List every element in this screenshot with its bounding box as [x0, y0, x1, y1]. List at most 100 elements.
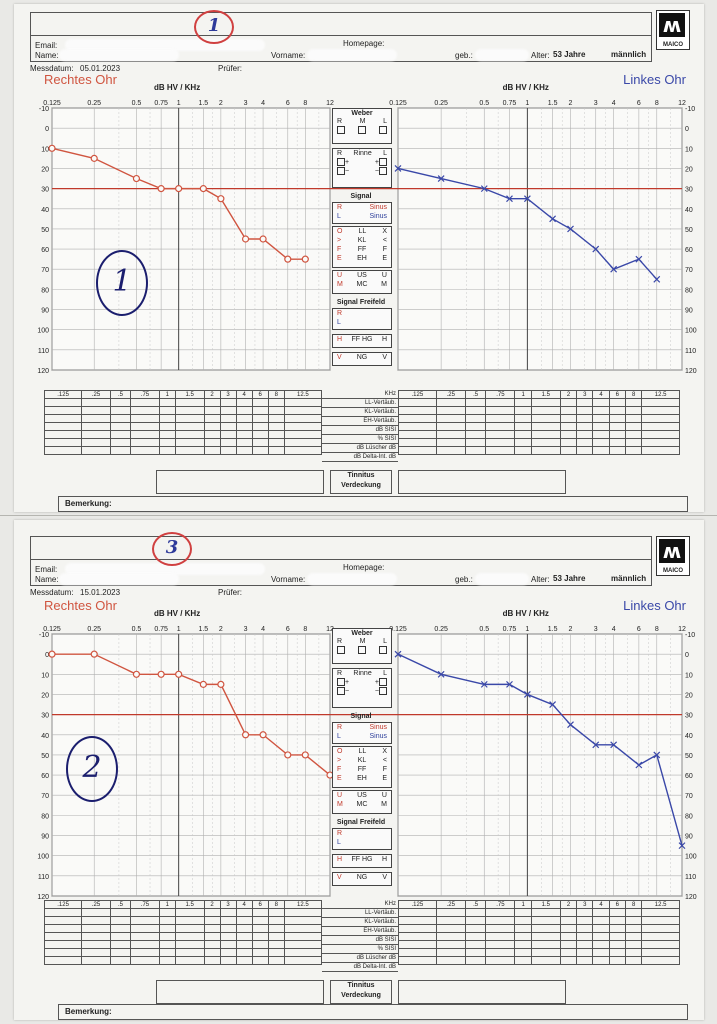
x-tick-label: 3 [594, 100, 598, 107]
table-cell [81, 916, 111, 925]
freifeld-title: Signal Freifeld [336, 299, 386, 306]
homepage-label: Homepage: [343, 39, 385, 48]
table-cell [109, 406, 132, 415]
messdatum-label: Messdatum: [30, 588, 74, 597]
table-cell [81, 422, 111, 431]
table-cell [624, 422, 643, 431]
table-cell [559, 932, 578, 941]
table-cell [283, 446, 323, 455]
table-cell [158, 422, 176, 431]
table-cell [559, 924, 578, 933]
x-tick-label: 0.5 [132, 626, 142, 633]
y-tick-label: 100 [685, 328, 697, 335]
table-cell [514, 430, 532, 439]
table-cell [576, 422, 594, 431]
table-cell [608, 406, 626, 415]
axis-unit-label: dB HV / KHz [154, 609, 200, 618]
y-tick-label: 30 [41, 187, 49, 194]
table-cell [251, 414, 269, 423]
data-point-right-ear [199, 185, 207, 193]
table-cell [130, 430, 160, 439]
redacted-vorname [307, 573, 397, 585]
table-cell [641, 446, 680, 455]
redacted-vorname [307, 49, 397, 61]
data-point-right-ear [132, 174, 141, 183]
y-tick-label: 40 [685, 207, 693, 214]
table-cell [43, 940, 83, 949]
x-tick-label: 0.5 [479, 100, 489, 107]
table-cell [81, 924, 111, 933]
data-point-right-ear [199, 680, 207, 688]
bemerkung-field: Bemerkung: [58, 1004, 688, 1020]
table-cell [608, 916, 626, 925]
messdatum-label: Messdatum: [30, 64, 74, 73]
y-tick-label: 20 [685, 692, 693, 699]
table-cell [559, 940, 578, 949]
table-cell [592, 406, 610, 415]
table-cell [130, 940, 160, 949]
table-freq-cell: .5 [109, 900, 132, 909]
x-tick-label: 3 [244, 626, 248, 633]
table-cell [530, 406, 561, 415]
x-tick-label: 0.75 [503, 100, 517, 107]
table-cell [267, 422, 285, 431]
y-tick-label: 60 [685, 247, 693, 254]
table-cell [251, 932, 269, 941]
table-cell [485, 438, 516, 447]
name-label: Name: [35, 51, 59, 60]
y-tick-label: 50 [685, 227, 693, 234]
table-cell [398, 406, 437, 415]
table-cell [251, 398, 269, 407]
table-cell [43, 956, 83, 965]
table-cell [219, 924, 237, 933]
data-point-left-ear [567, 225, 574, 233]
table-freq-cell: 1.5 [530, 900, 561, 909]
table-freq-cell: 8 [267, 900, 285, 909]
y-tick-label: 0 [45, 652, 49, 659]
table-cell [219, 940, 237, 949]
left-ear-title: Linkes Ohr [623, 72, 687, 87]
table-cell [608, 430, 626, 439]
y-tick-label: 20 [41, 692, 49, 699]
table-cell [464, 406, 487, 415]
data-point-left-ear [480, 185, 488, 193]
table-cell [43, 430, 83, 439]
table-cell [398, 948, 437, 957]
table-cell [514, 924, 532, 933]
table-cell [235, 430, 253, 439]
data-point-right-ear [284, 751, 292, 759]
y-tick-label: 70 [685, 793, 693, 800]
legend-box-b: U US U M MC M [332, 270, 392, 294]
table-cell [251, 956, 269, 965]
table-cell [559, 430, 578, 439]
data-point-right-ear [48, 650, 56, 658]
x-tick-label: 4 [261, 626, 265, 633]
table-cell [435, 956, 466, 965]
table-cell [464, 932, 487, 941]
table-cell [203, 940, 221, 949]
table-cell [109, 940, 132, 949]
table-freq-cell: 4 [235, 900, 253, 909]
table-cell [592, 956, 610, 965]
table-cell [624, 956, 643, 965]
table-cell [174, 438, 205, 447]
table-cell [219, 406, 237, 415]
table-cell [251, 422, 269, 431]
table-cell [219, 430, 237, 439]
table-cell [219, 446, 237, 455]
table-cell [485, 398, 516, 407]
alter-label: Alter: [531, 51, 550, 60]
data-point-left-ear [549, 701, 557, 708]
table-cell [435, 446, 466, 455]
table-cell [592, 398, 610, 407]
table-cell [592, 948, 610, 957]
redacted-name [59, 49, 179, 61]
table-cell [608, 924, 626, 933]
table-freq-cell: 3 [576, 900, 594, 909]
table-cell [203, 406, 221, 415]
table-cell [398, 438, 437, 447]
data-point-right-ear [241, 731, 250, 739]
x-tick-label: 6 [286, 100, 290, 107]
table-cell [267, 916, 285, 925]
table-freq-cell: .25 [435, 900, 466, 909]
